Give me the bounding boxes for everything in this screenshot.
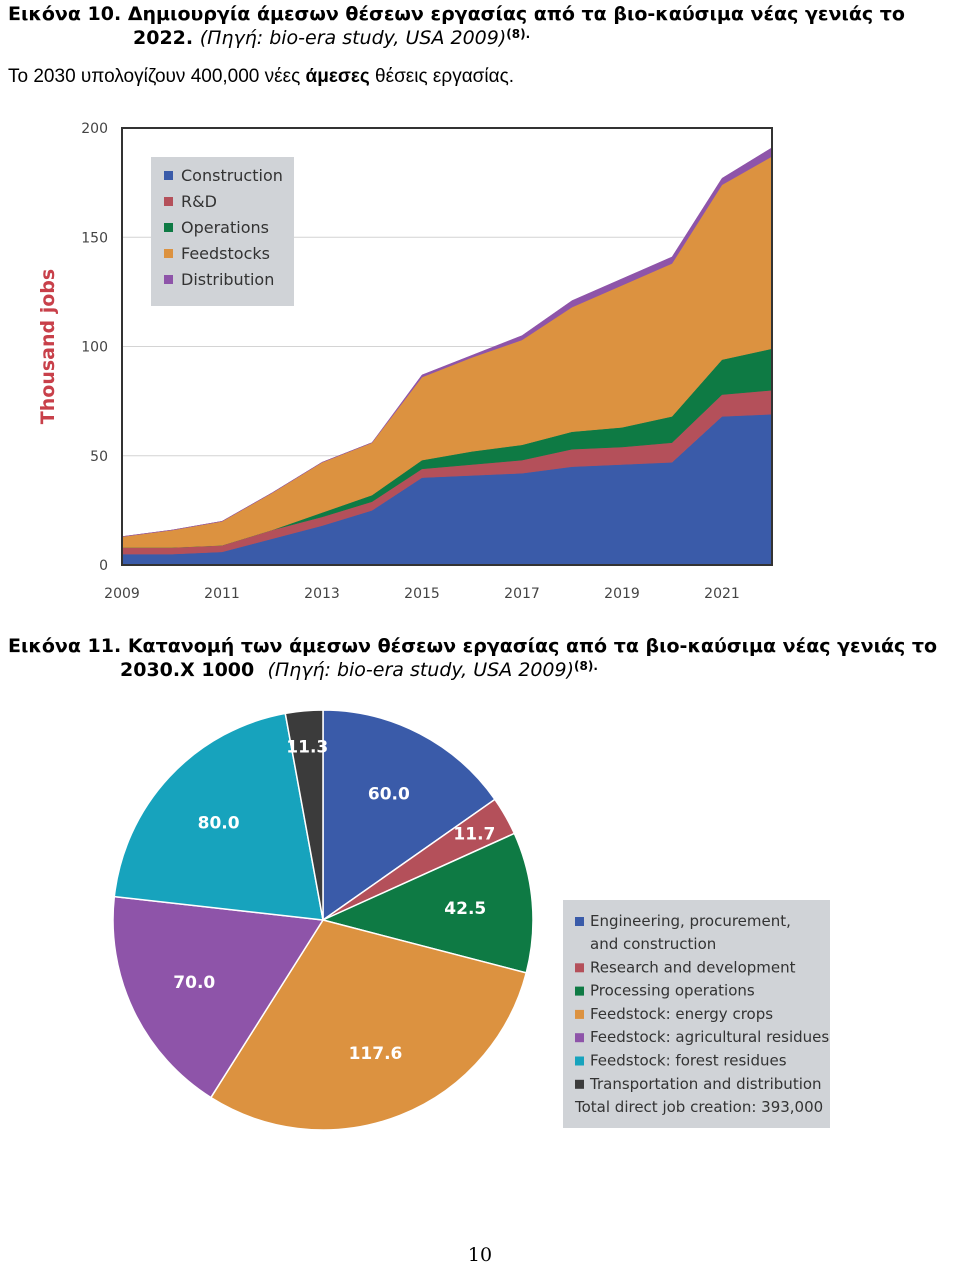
pie-value-label-3: 117.6 [349,1044,403,1064]
y-axis-label: Thousand jobs [37,269,59,424]
x-tick-2015: 2015 [404,586,440,602]
figure-11-title: Κατανομή των άμεσων θέσεων εργασίας από … [127,635,938,657]
pie-slice-0 [322,709,496,922]
figure-10-source: (Πηγή: bio-era study, USA 2009) [199,27,507,49]
pie-legend-label-3: Feedstock: energy crops [590,1005,773,1023]
pie-legend-label-4: Feedstock: agricultural residues [590,1028,829,1046]
figure-11-label: Εικόνα 11. [8,635,122,657]
y-tick-100: 100 [81,340,108,356]
legend-swatch-r-d [164,197,173,206]
pie-legend-label-0-line2: and construction [590,935,716,953]
pie-legend-swatch-4 [575,1033,584,1043]
pie-value-label-6: 11.3 [286,737,328,757]
legend-label-construction: Construction [181,166,283,185]
legend-label-distribution: Distribution [181,270,274,289]
x-tick-2013: 2013 [304,586,340,602]
x-tick-2009: 2009 [104,586,140,602]
y-tick-0: 0 [99,558,108,574]
legend-label-feedstocks: Feedstocks [181,244,270,263]
pie-value-label-1: 11.7 [453,825,495,845]
pie-value-label-5: 80.0 [198,814,240,834]
pie-chart: 60.0 11.7 42.5 117.6 70.0 80.0 11.3 Engineering… [112,709,830,1131]
jobs-note-tail: θέσεις εργασίας. [369,66,515,87]
figure-10-title: Δημιουργία άμεσων θέσεων εργασίας από τα… [127,3,905,25]
legend-swatch-construction [164,171,173,180]
figure-11-ref: (8). [574,659,598,673]
x-tick-2011: 2011 [204,586,240,602]
plot-frame [121,127,773,566]
legend-label-r-d: R&D [181,192,217,211]
pie-legend-label-6: Transportation and distribution [589,1075,822,1093]
jobs-note-text: Το 2030 υπολογίζουν 400,000 νέες [8,66,306,87]
pie-legend-label-1: Research and development [590,958,796,976]
x-tick-2019: 2019 [604,586,640,602]
pie-legend-swatch-6 [575,1079,584,1089]
figure-10-caption: Εικόνα 10. Δημιουργία άμεσων θέσεων εργα… [8,2,958,50]
legend-label-operations: Operations [181,218,269,237]
y-tick-200: 200 [81,121,108,137]
y-tick-150: 150 [81,230,108,246]
pie-legend-swatch-0 [575,917,584,926]
area-legend-box [151,157,294,306]
pie-legend-swatch-2 [575,986,584,996]
pie-total-label: Total direct job creation: 393,000 [574,1098,823,1116]
pie-value-label-0: 60.0 [368,784,410,804]
legend-swatch-distribution [164,275,173,284]
jobs-note-bold: άμεσες [305,66,370,87]
pie-legend: Engineering, procurement, and constructio… [563,900,830,1128]
page-number: 10 [467,1244,493,1266]
x-tick-2021: 2021 [704,586,740,602]
pie-legend-swatch-3 [575,1009,584,1019]
pie-legend-label-5: Feedstock: forest residues [590,1052,787,1070]
pie-slice-3 [209,919,528,1131]
y-tick-50: 50 [90,449,108,465]
x-tick-2017: 2017 [504,586,540,602]
pie-legend-box [563,900,830,1128]
pie-slice-4 [112,895,325,1099]
pie-legend-label-0: Engineering, procurement, [590,912,791,930]
pie-slice-6 [284,709,324,921]
figure-10-ref: (8). [506,27,531,41]
pie-slice-5 [113,712,324,921]
pie-legend-swatch-1 [575,963,584,973]
figure-11-source: (Πηγή: bio-era study, USA 2009) [267,659,575,681]
jobs-note: Το 2030 υπολογίζουν 400,000 νέες άμεσες … [8,66,514,88]
pie-legend-swatch-5 [575,1056,584,1066]
figure-11-caption: Εικόνα 11. Κατανομή των άμεσων θέσεων ερ… [8,634,958,682]
area-chart: 0 50 100 150 200 2009 2011 2013 2015 2017 2019 2021… [37,121,773,602]
figure-10-title-year: 2022. [133,27,194,49]
figure-11-title-year: 2030.Χ 1000 [120,659,255,681]
legend-swatch-operations [164,223,173,232]
legend-swatch-feedstocks [164,249,173,258]
area-legend: Construction R&D Operations Feedstocks Distr… [151,157,294,306]
pie-slice-2 [320,832,534,974]
pie-value-label-2: 42.5 [444,899,486,919]
pie-value-label-4: 70.0 [173,973,215,993]
pie-legend-label-2: Processing operations [590,982,755,1000]
figure-10-label: Εικόνα 10. [8,3,122,25]
